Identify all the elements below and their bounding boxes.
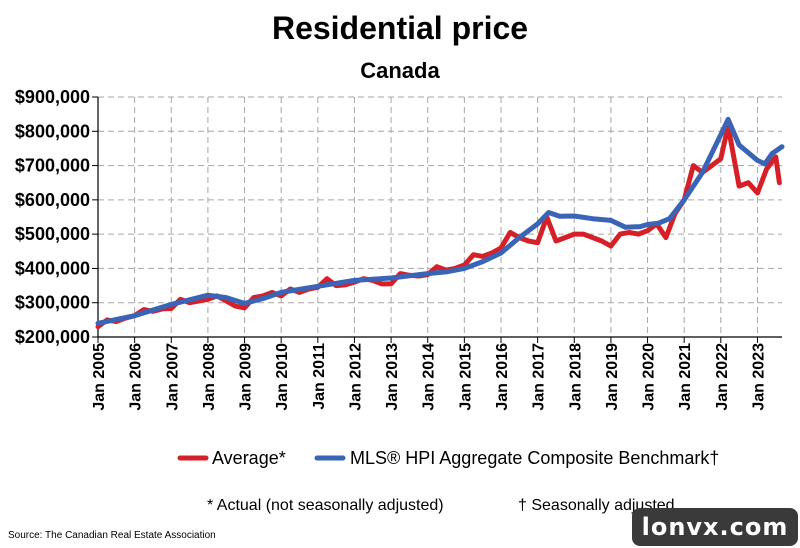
y-tick-label: $700,000: [15, 156, 90, 176]
y-tick-label: $300,000: [15, 293, 90, 313]
y-tick-label: $500,000: [15, 224, 90, 244]
x-tick-label: Jan 2013: [384, 343, 401, 411]
source-note: Source: The Canadian Real Estate Associa…: [8, 530, 216, 541]
x-tick-labels: Jan 2005 Jan 2006 Jan 2007 Jan 2008 Jan 2009…: [91, 343, 767, 411]
x-tick-label: Jan 2019: [604, 343, 621, 411]
gridlines: [98, 96, 782, 337]
x-tick-label: Jan 2016: [494, 343, 511, 411]
series-lines: [95, 116, 785, 330]
y-tick-label: $400,000: [15, 258, 90, 278]
x-tick-label: Jan 2015: [457, 343, 474, 411]
y-tick-label: $200,000: [15, 327, 90, 347]
x-tick-label: Jan 2008: [201, 343, 218, 411]
x-tick-label: Jan 2017: [531, 343, 548, 411]
legend: Average* MLS® HPI Aggregate Composite Ben…: [177, 448, 719, 468]
x-tick-label: Jan 2005: [91, 343, 108, 411]
legend-hpi-label: MLS® HPI Aggregate Composite Benchmark†: [350, 448, 719, 468]
x-tick-label: Jan 2006: [128, 343, 145, 411]
x-tick-label: Jan 2009: [238, 343, 255, 411]
x-tick-label: Jan 2022: [714, 343, 731, 411]
x-tick-label: Jan 2012: [347, 343, 364, 411]
chart-subtitle: Canada: [360, 58, 440, 83]
x-tick-label: Jan 2018: [567, 343, 584, 411]
y-tick-labels: $200,000 $300,000 $400,000 $500,000 $600,000…: [15, 87, 90, 347]
y-tick-label: $600,000: [15, 190, 90, 210]
x-tick-label: Jan 2007: [164, 343, 181, 411]
x-tick-label: Jan 2020: [641, 343, 658, 411]
chart-title: Residential price: [271, 10, 529, 46]
legend-average-label: Average*: [212, 448, 286, 468]
series-line-hpi: [95, 116, 785, 326]
y-tick-label: $900,000: [15, 87, 90, 107]
x-tick-label: Jan 2021: [677, 343, 694, 411]
x-tick-label: Jan 2023: [750, 343, 767, 411]
x-tick-label: Jan 2014: [421, 343, 438, 411]
x-tick-label: Jan 2010: [274, 343, 291, 411]
x-tick-label: Jan 2011: [311, 343, 328, 410]
axes: [92, 96, 782, 343]
footnote-actual: * Actual (not seasonally adjusted): [207, 497, 444, 514]
y-tick-label: $800,000: [15, 121, 90, 141]
watermark-logo: lonvx.com: [632, 508, 798, 546]
